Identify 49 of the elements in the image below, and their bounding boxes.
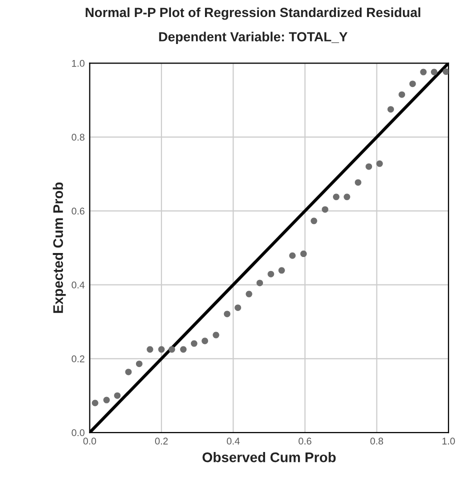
y-tick-label: 1.0 <box>72 60 84 67</box>
point <box>158 346 165 353</box>
point <box>224 310 230 318</box>
point <box>398 91 406 98</box>
point <box>409 80 416 88</box>
x-tick-label: 0.0 <box>83 438 96 445</box>
x-tick-label: 0.4 <box>226 438 240 445</box>
point <box>168 346 176 353</box>
point <box>322 206 328 213</box>
point <box>212 332 220 338</box>
point <box>430 68 438 76</box>
point <box>103 396 110 404</box>
x-tick-label: 0.6 <box>298 438 312 445</box>
point <box>125 368 132 376</box>
point <box>344 194 350 200</box>
point <box>278 267 285 274</box>
point <box>114 392 121 399</box>
y-tick-label: 0.2 <box>72 355 84 362</box>
point <box>190 340 198 347</box>
point <box>376 160 383 167</box>
point <box>246 290 252 298</box>
point <box>268 270 274 278</box>
point <box>387 106 394 113</box>
point <box>289 252 296 259</box>
point <box>136 360 142 368</box>
x-tick-label: 0.2 <box>155 438 168 445</box>
x-axis-title: Observed Cum Prob <box>202 452 336 462</box>
x-tick-label: 0.8 <box>370 438 384 445</box>
point <box>146 346 154 353</box>
point <box>202 338 208 344</box>
y-axis-title: Expected Cum Prob <box>52 182 66 313</box>
point <box>310 218 318 224</box>
point <box>300 250 307 258</box>
point <box>234 304 242 311</box>
point <box>92 400 98 406</box>
point <box>354 179 362 186</box>
y-tick-label: 0.6 <box>72 208 84 215</box>
y-tick-label: 0.4 <box>72 282 85 288</box>
point <box>180 346 187 353</box>
y-tick-label: 0.0 <box>72 429 84 436</box>
x-tick-label: 1.0 <box>442 438 455 445</box>
y-tick-label: 0.8 <box>72 134 84 141</box>
point <box>256 280 264 286</box>
point <box>420 68 427 76</box>
point <box>366 163 372 170</box>
point <box>332 194 340 200</box>
chart-title: Normal P-P Plot of Regression Standardized Residual <box>86 7 420 20</box>
point <box>442 68 448 75</box>
chart-subtitle: Dependent Variable: TOTAL_Y <box>159 32 348 44</box>
